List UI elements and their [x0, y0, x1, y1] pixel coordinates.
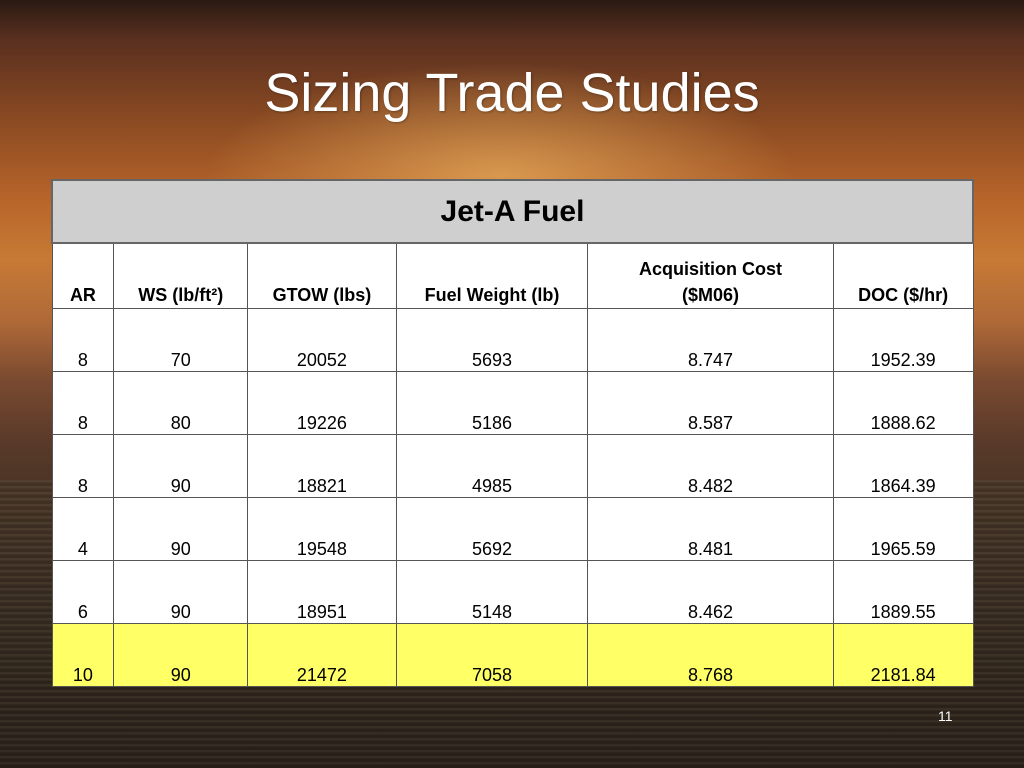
cell-gtow: 20052 [247, 308, 397, 372]
cell-ws: 90 [113, 560, 249, 624]
cell-acquisition-cost: 8.587 [587, 371, 834, 435]
cell-ar: 8 [51, 308, 115, 372]
table-caption: Jet-A Fuel [51, 179, 974, 244]
cell-doc: 1952.39 [832, 308, 974, 372]
cell-ws: 70 [113, 308, 249, 372]
cell-doc: 1965.59 [832, 497, 974, 561]
cell-fuel-weight: 5148 [395, 560, 589, 624]
header-acquisition-cost-line2: ($M06) [681, 285, 739, 305]
cell-acquisition-cost: 8.747 [587, 308, 834, 372]
page-number: 11 [938, 708, 953, 724]
cell-gtow: 18951 [247, 560, 397, 624]
header-acquisition-cost-line1: Acquisition Cost [639, 259, 782, 279]
cell-ar: 10 [51, 623, 115, 687]
cell-ar: 4 [51, 497, 115, 561]
cell-gtow: 21472 [247, 623, 397, 687]
cell-acquisition-cost: 8.768 [587, 623, 834, 687]
slide-title: Sizing Trade Studies [264, 63, 760, 123]
cell-fuel-weight: 5693 [395, 308, 589, 372]
table-header-row: AR WS (lb/ft²) GTOW (lbs) Fuel Weight (l… [51, 242, 974, 309]
cell-doc: 1864.39 [832, 434, 974, 498]
header-gtow: GTOW (lbs) [247, 242, 397, 309]
cell-fuel-weight: 5186 [395, 371, 589, 435]
cell-gtow: 18821 [247, 434, 397, 498]
header-acquisition-cost: Acquisition Cost ($M06) [587, 242, 834, 309]
cell-ws: 90 [113, 623, 249, 687]
table-row-highlighted: 10 90 21472 7058 8.768 2181.84 [51, 623, 974, 687]
cell-acquisition-cost: 8.462 [587, 560, 834, 624]
cell-ws: 80 [113, 371, 249, 435]
header-doc: DOC ($/hr) [832, 242, 974, 309]
table-body: 8 70 20052 5693 8.747 1952.39 8 80 19226 5186 8.58… [51, 308, 974, 687]
cell-fuel-weight: 5692 [395, 497, 589, 561]
cell-acquisition-cost: 8.481 [587, 497, 834, 561]
table-row: 8 80 19226 5186 8.587 1888.62 [51, 371, 974, 435]
cell-doc: 1888.62 [832, 371, 974, 435]
cell-ar: 6 [51, 560, 115, 624]
table-row: 6 90 18951 5148 8.462 1889.55 [51, 560, 974, 624]
cell-ws: 90 [113, 497, 249, 561]
header-ar: AR [51, 242, 115, 309]
trade-study-table: Jet-A Fuel AR WS (lb/ft²) GTOW (lbs) Fue… [51, 179, 974, 687]
cell-gtow: 19226 [247, 371, 397, 435]
cell-doc: 1889.55 [832, 560, 974, 624]
cell-doc: 2181.84 [832, 623, 974, 687]
cell-acquisition-cost: 8.482 [587, 434, 834, 498]
table-row: 8 70 20052 5693 8.747 1952.39 [51, 308, 974, 372]
cell-ar: 8 [51, 434, 115, 498]
header-fuel-weight: Fuel Weight (lb) [395, 242, 589, 309]
table-row: 4 90 19548 5692 8.481 1965.59 [51, 497, 974, 561]
cell-fuel-weight: 4985 [395, 434, 589, 498]
table-row: 8 90 18821 4985 8.482 1864.39 [51, 434, 974, 498]
header-ws: WS (lb/ft²) [113, 242, 249, 309]
cell-gtow: 19548 [247, 497, 397, 561]
cell-ar: 8 [51, 371, 115, 435]
cell-ws: 90 [113, 434, 249, 498]
cell-fuel-weight: 7058 [395, 623, 589, 687]
